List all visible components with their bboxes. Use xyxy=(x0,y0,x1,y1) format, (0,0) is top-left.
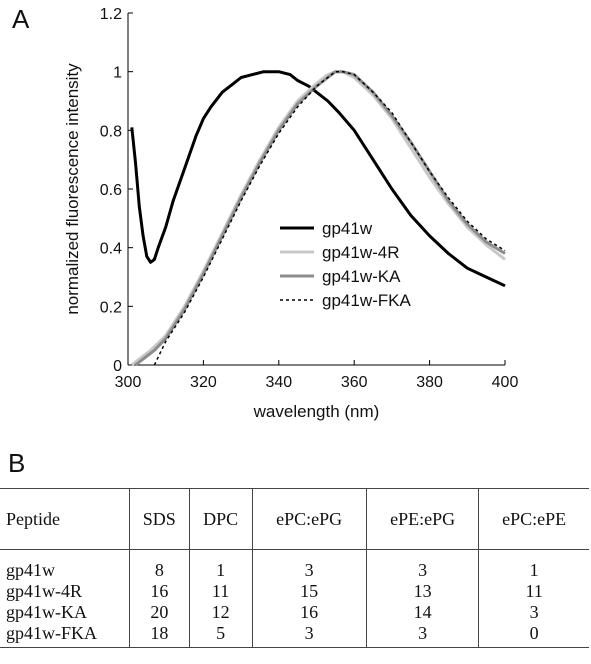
table-cell: 12 xyxy=(188,602,253,623)
header-peptide: Peptide xyxy=(0,488,130,550)
x-tick-label: 400 xyxy=(492,374,519,391)
table-cell: 16 xyxy=(129,581,190,602)
table-cell: 16 xyxy=(251,602,367,623)
legend-label: gp41w xyxy=(322,219,373,238)
table-cell: 3 xyxy=(478,602,589,623)
series-line-gp41w-FKA xyxy=(153,70,506,366)
x-tick-label: 340 xyxy=(265,374,292,391)
y-axis-label: normalized fluorescence intensity xyxy=(63,63,82,315)
y-tick-label: 0.6 xyxy=(100,182,122,199)
table-row: gp41w 8 1 3 3 1 xyxy=(0,549,589,581)
series-line-gp41w-KA xyxy=(134,70,506,367)
header-epe-epg: ePE:ePG xyxy=(365,488,479,550)
y-tick-label: 0 xyxy=(113,358,122,375)
panel-b-label: B xyxy=(8,448,26,478)
table-row: gp41w-KA 20 12 16 14 3 xyxy=(0,602,589,623)
table-cell: 3 xyxy=(365,623,479,648)
x-tick-label: 320 xyxy=(190,374,217,391)
x-tick-label: 380 xyxy=(416,374,443,391)
table-cell: 18 xyxy=(129,623,190,648)
x-tick-label: 300 xyxy=(115,374,142,391)
table-cell: 13 xyxy=(365,581,479,602)
table-cell: 3 xyxy=(251,623,367,648)
table-cell: 20 xyxy=(129,602,190,623)
binding-table: Peptide SDS DPC ePC:ePG ePE:ePG ePC:ePE … xyxy=(0,488,589,648)
table-cell: gp41w-FKA xyxy=(0,623,130,648)
table-cell: 14 xyxy=(365,602,479,623)
table-cell: 1 xyxy=(478,549,589,581)
header-epc-epe: ePC:ePE xyxy=(478,488,589,550)
y-tick-label: 0.4 xyxy=(100,241,122,258)
table-header-row: Peptide SDS DPC ePC:ePG ePE:ePG ePC:ePE xyxy=(0,488,589,550)
table-cell: 8 xyxy=(129,549,190,581)
fluorescence-chart: 0 0.2 0.4 0.6 0.8 1 1.2 300 320 340 360 380 400 wavel… xyxy=(63,6,519,421)
table-row: gp41w-FKA 18 5 3 3 0 xyxy=(0,623,589,648)
series-line-gp41w xyxy=(130,70,506,288)
table-cell: 5 xyxy=(188,623,253,648)
table-row: gp41w-4R 16 11 15 13 11 xyxy=(0,581,589,602)
table-cell: 1 xyxy=(188,549,253,581)
table-cell: gp41w-KA xyxy=(6,602,87,622)
table-cell: 3 xyxy=(251,549,367,581)
header-dpc: DPC xyxy=(188,488,253,550)
table-cell: 11 xyxy=(188,581,253,602)
y-tick-label: 0.8 xyxy=(100,123,122,140)
x-tick-label: 360 xyxy=(341,374,368,391)
series-line-gp41w-4R xyxy=(130,70,506,367)
y-tick-label: 1.2 xyxy=(100,6,122,23)
legend-label: gp41w-4R xyxy=(322,243,400,262)
legend-label: gp41w-KA xyxy=(322,267,401,286)
y-tick-label: 0.2 xyxy=(100,299,122,316)
x-axis-label: wavelength (nm) xyxy=(253,402,380,421)
table-cell: gp41w-4R xyxy=(6,581,82,601)
header-sds: SDS xyxy=(129,488,190,550)
y-tick-label: 1 xyxy=(113,65,122,82)
panel-a-label: A xyxy=(12,4,30,34)
table-cell: 15 xyxy=(251,581,367,602)
legend-label: gp41w-FKA xyxy=(322,291,411,310)
table-cell: 11 xyxy=(478,581,589,602)
header-epc-epg: ePC:ePG xyxy=(251,488,367,550)
table-cell: 0 xyxy=(478,623,589,648)
binding-table-container: Peptide SDS DPC ePC:ePG ePE:ePG ePC:ePE … xyxy=(0,488,591,648)
table-cell: 3 xyxy=(365,549,479,581)
table-cell: gp41w xyxy=(6,560,55,580)
